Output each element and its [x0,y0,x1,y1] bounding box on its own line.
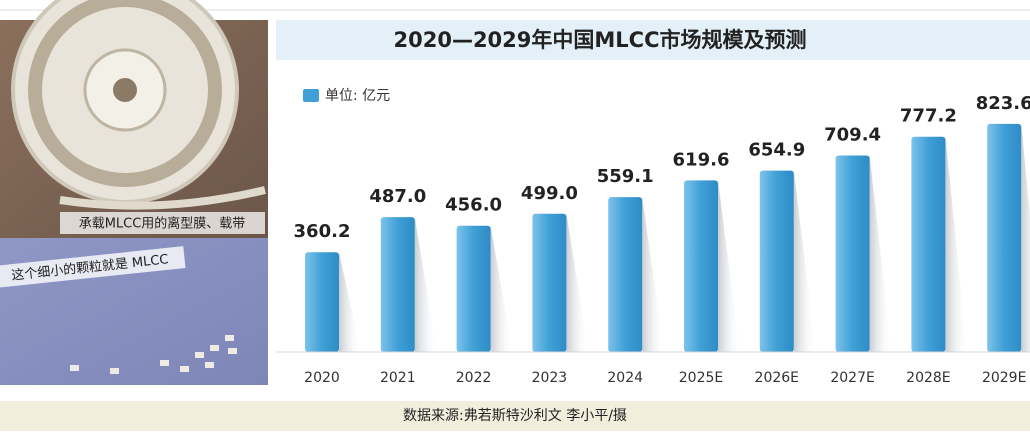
x-tick-label: 2020 [304,370,340,386]
bars: 360.2 2020 487.0 2021 456.0 2022 499.0 2023 559.… [294,93,1030,386]
x-tick-label: 2024 [607,370,643,386]
photo-caption: 承载MLCC用的离型膜、载带 [79,216,246,232]
bar-shadow [945,136,968,352]
value-label: 456.0 [445,195,502,216]
reel [11,0,266,210]
chips [70,335,237,374]
bar-shadow [793,170,816,352]
bar [911,136,946,352]
bar [987,123,1022,353]
bar-shadow [490,225,513,352]
bar-shadow [566,213,589,352]
caption-bg [60,212,265,234]
bar-shadow [1021,123,1030,352]
source-note: 数据来源:弗若斯特沙利文 李小平/摄 [403,408,627,424]
x-tick-label: 2022 [456,370,492,386]
x-tick-label: 2025E [679,370,723,386]
value-label: 619.6 [673,149,730,170]
bar [380,217,415,352]
bar [305,252,339,352]
value-label: 487.0 [369,186,426,207]
x-tick-label: 2027E [830,370,874,386]
x-tick-label: 2026E [755,370,799,386]
bar-shadow [642,197,665,352]
value-label: 499.0 [521,183,578,204]
legend-label: 单位: 亿元 [325,88,390,104]
legend-swatch [303,89,319,102]
bar [835,155,870,352]
chart-title: 2020—2029年中国MLCC市场规模及预测 [394,28,807,52]
bar [456,225,491,352]
bar-shadow [869,155,892,352]
x-tick-label: 2028E [906,370,950,386]
title-banner [276,20,1030,60]
bar-shadow [718,180,740,352]
x-tick-label: 2023 [532,370,568,386]
value-label: 709.4 [824,124,881,145]
value-label: 654.9 [748,140,805,161]
bar [759,170,794,352]
bar [684,180,718,352]
bar-shadow [339,252,361,352]
bar [532,213,567,352]
value-label: 559.1 [597,166,654,187]
bar [608,197,643,352]
value-label: 360.2 [294,221,351,242]
x-tick-label: 2029E [982,370,1026,386]
footer-band [0,401,1030,431]
x-tick-label: 2021 [380,370,416,386]
value-label: 777.2 [900,106,957,127]
value-label: 823.6 [976,93,1030,114]
bar-shadow [414,217,437,352]
